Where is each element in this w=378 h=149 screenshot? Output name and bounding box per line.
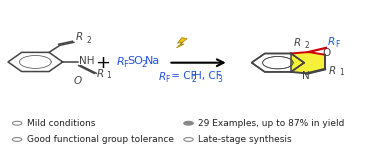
- Text: 2: 2: [142, 60, 147, 69]
- Text: SO: SO: [127, 56, 143, 66]
- Text: F: F: [165, 75, 170, 84]
- Text: Late-stage synthesis: Late-stage synthesis: [198, 135, 291, 144]
- Text: $R$: $R$: [328, 64, 336, 76]
- Text: Mild conditions: Mild conditions: [26, 119, 95, 128]
- Text: 2: 2: [86, 36, 91, 45]
- Text: H, CF: H, CF: [194, 71, 222, 81]
- Text: 29 Examples, up to 87% in yield: 29 Examples, up to 87% in yield: [198, 119, 344, 128]
- Text: $R$: $R$: [327, 35, 335, 47]
- Text: 2: 2: [304, 41, 309, 50]
- Text: 2: 2: [192, 75, 197, 84]
- Polygon shape: [291, 52, 325, 73]
- Polygon shape: [177, 38, 187, 48]
- Text: $R$: $R$: [75, 30, 84, 42]
- Text: F: F: [124, 60, 129, 69]
- Text: = CF: = CF: [169, 71, 197, 81]
- Text: 3: 3: [217, 75, 222, 84]
- Text: Na: Na: [145, 56, 160, 66]
- Text: +: +: [95, 54, 110, 72]
- Text: O: O: [322, 48, 330, 58]
- Text: 1: 1: [339, 68, 344, 77]
- Text: 1: 1: [107, 71, 111, 80]
- Text: NH: NH: [79, 56, 94, 66]
- Text: Good functional group tolerance: Good functional group tolerance: [26, 135, 174, 144]
- Text: N: N: [302, 71, 310, 81]
- Text: $R$: $R$: [116, 55, 124, 67]
- Text: F: F: [335, 40, 339, 49]
- Text: $R$: $R$: [96, 67, 104, 79]
- Circle shape: [184, 121, 193, 125]
- Text: $R$: $R$: [158, 70, 166, 82]
- Text: $R$: $R$: [293, 36, 301, 48]
- Text: O: O: [73, 76, 81, 86]
